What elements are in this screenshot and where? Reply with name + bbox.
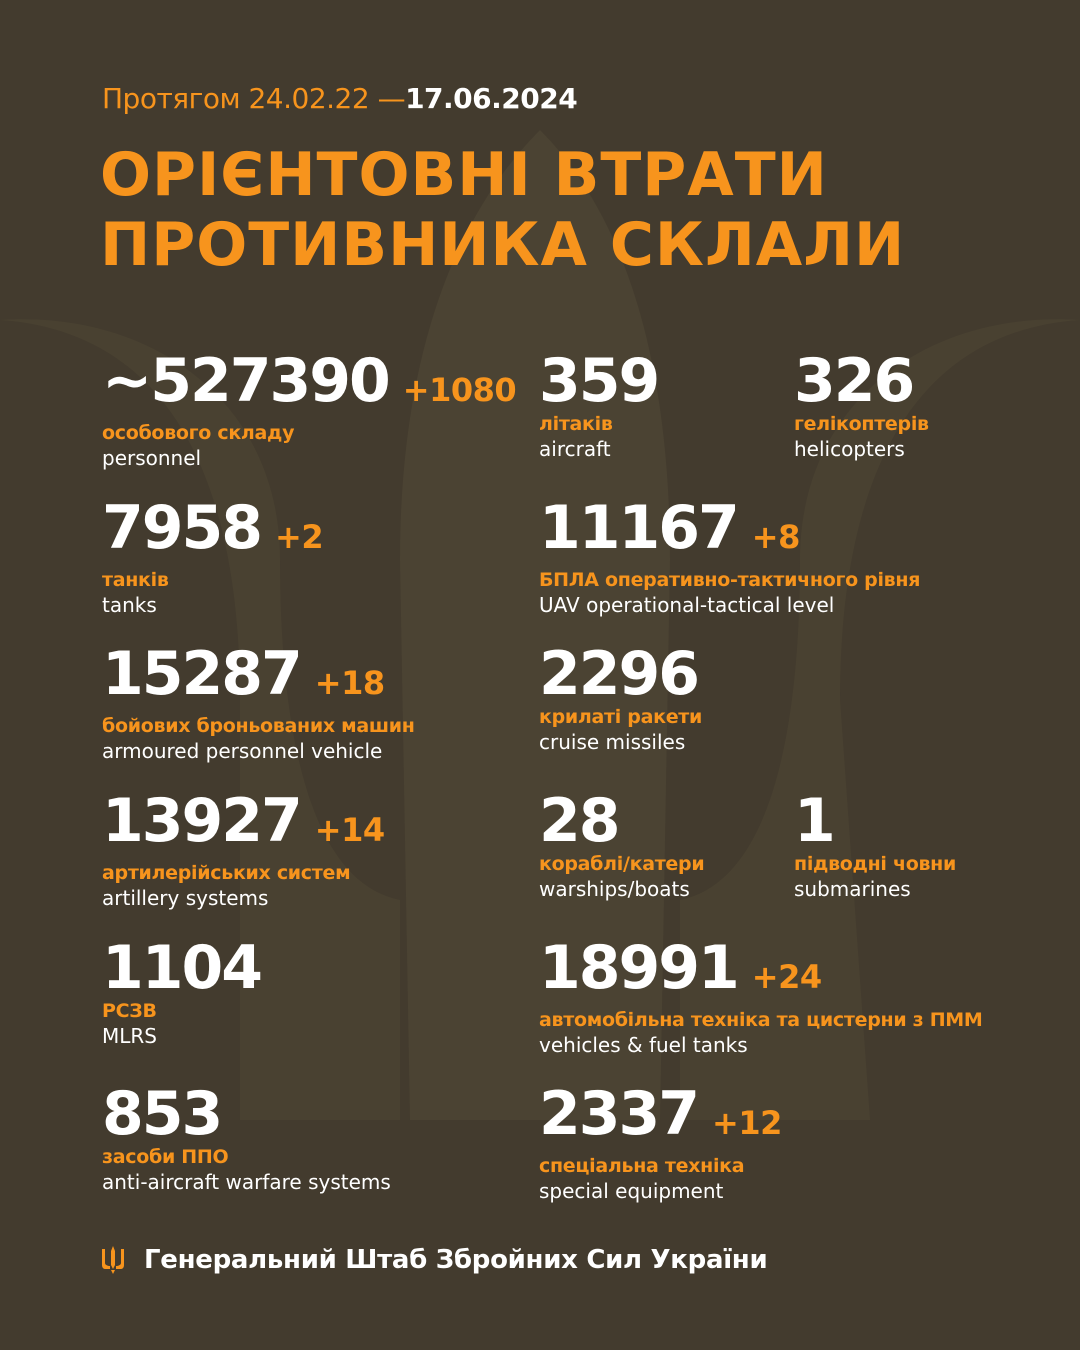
- stat-value: 15287 +18: [102, 643, 415, 714]
- stat-label-en: aircraft: [539, 437, 611, 461]
- stat-label-ua: БПЛА оперативно-тактичного рівня: [539, 569, 921, 591]
- stat-number: 28: [539, 786, 620, 856]
- stat-item: 1 підводні човни submarines: [794, 790, 956, 902]
- stat-value: 7958 +2: [102, 497, 324, 568]
- stat-label-en: UAV operational-tactical level: [539, 593, 835, 617]
- stat-value: 13927 +14: [102, 790, 385, 861]
- stat-number: 1104: [102, 933, 263, 1003]
- stat-label-en: warships/boats: [539, 877, 690, 901]
- stat-item: 11167 +8 БПЛА оперативно-тактичного рівня…: [539, 497, 920, 618]
- stat-item: 326 гелікоптерів helicopters: [794, 350, 929, 462]
- stat-item: 7958 +2 танків tanks: [102, 497, 324, 618]
- stat-label-ua: гелікоптерів: [794, 413, 929, 435]
- stat-item: 1104 РСЗВ MLRS: [102, 937, 263, 1049]
- stat-label-en: cruise missiles: [539, 730, 686, 754]
- stat-label-ua: літаків: [539, 413, 613, 435]
- stat-value: 359: [539, 350, 660, 412]
- period-start: Протягом 24.02.22 —: [102, 82, 406, 115]
- period: Протягом 24.02.22 —17.06.2024: [102, 82, 578, 115]
- stat-label-en: helicopters: [794, 437, 905, 461]
- stat-number: 1: [794, 786, 836, 856]
- stat-item: 13927 +14 артилерійських систем artillery…: [102, 790, 385, 911]
- stat-value: ~527390 +1080: [102, 350, 517, 421]
- stat-label-ua: підводні човни: [794, 853, 957, 875]
- stat-number: 2296: [539, 639, 700, 709]
- stat-label-en: anti-aircraft warfare systems: [102, 1170, 391, 1194]
- stat-label-en: tanks: [102, 593, 157, 617]
- stat-delta: +24: [751, 958, 822, 996]
- stat-value: 11167 +8: [539, 497, 920, 568]
- stat-item: 853 засоби ППО anti-aircraft warfare sys…: [102, 1083, 391, 1195]
- stat-label-ua: спеціальна техніка: [539, 1155, 745, 1177]
- stat-number: 7958: [102, 493, 263, 563]
- stat-label-ua: особового складу: [102, 422, 295, 444]
- trident-icon: [102, 1246, 124, 1274]
- stat-number: 13927: [102, 786, 303, 856]
- stat-number: ~527390: [102, 346, 391, 416]
- footer: Генеральний Штаб Збройних Сил України: [100, 1245, 768, 1275]
- stat-label-en: vehicles & fuel tanks: [539, 1033, 748, 1057]
- title-line-1: ОРІЄНТОВНІ ВТРАТИ: [100, 140, 828, 210]
- stat-label-en: MLRS: [102, 1024, 157, 1048]
- title-line-2: ПРОТИВНИКА СКЛАЛИ: [100, 210, 906, 280]
- stat-label-ua: автомобільна техніка та цистерни з ПММ: [539, 1009, 983, 1031]
- stat-label-ua: кораблі/катери: [539, 853, 705, 875]
- stat-value: 2337 +12: [539, 1083, 782, 1154]
- stat-label-ua: засоби ППО: [102, 1146, 229, 1168]
- stat-item: 2296 крилаті ракети cruise missiles: [539, 643, 702, 755]
- stat-item: 18991 +24 автомобільна техніка та цистерн…: [539, 937, 983, 1058]
- stat-delta: +8: [751, 518, 801, 556]
- stat-label-en: artillery systems: [102, 886, 269, 910]
- stat-label-ua: крилаті ракети: [539, 706, 703, 728]
- stat-item: 28 кораблі/катери warships/boats: [539, 790, 705, 902]
- stat-number: 18991: [539, 933, 740, 1003]
- stat-delta: +1080: [402, 371, 517, 409]
- stat-item: 2337 +12 спеціальна техніка special equip…: [539, 1083, 782, 1204]
- stat-label-en: personnel: [102, 446, 202, 470]
- stat-item: 359 літаків aircraft: [539, 350, 660, 462]
- stat-item: ~527390 +1080 особового складу personnel: [102, 350, 517, 471]
- stat-item: 15287 +18 бойових броньованих машин armou…: [102, 643, 415, 764]
- stat-delta: +12: [712, 1104, 782, 1142]
- stat-number: 2337: [539, 1079, 700, 1149]
- stat-label-ua: танків: [102, 569, 169, 591]
- stat-label-en: special equipment: [539, 1179, 724, 1203]
- stat-delta: +2: [275, 518, 324, 556]
- stat-label-ua: артилерійських систем: [102, 862, 351, 884]
- stat-delta: +18: [314, 664, 385, 702]
- stat-value: 1: [794, 790, 956, 852]
- stat-label-en: armoured personnel vehicle: [102, 739, 383, 763]
- stat-number: 326: [794, 346, 915, 416]
- stat-label-en: submarines: [794, 877, 911, 901]
- stat-value: 1104: [102, 937, 263, 999]
- page-title: ОРІЄНТОВНІ ВТРАТИ ПРОТИВНИКА СКЛАЛИ: [100, 140, 905, 280]
- period-end: 17.06.2024: [405, 82, 578, 115]
- stat-number: 15287: [102, 639, 303, 709]
- stat-value: 326: [794, 350, 929, 412]
- stat-number: 853: [102, 1079, 223, 1149]
- footer-text: Генеральний Штаб Збройних Сил України: [144, 1245, 768, 1275]
- stat-value: 853: [102, 1083, 391, 1145]
- stat-value: 2296: [539, 643, 702, 705]
- stat-value: 18991 +24: [539, 937, 983, 1008]
- stat-number: 11167: [539, 493, 740, 563]
- stat-value: 28: [539, 790, 704, 852]
- stat-label-ua: бойових броньованих машин: [102, 715, 415, 737]
- stat-label-ua: РСЗВ: [102, 1000, 157, 1022]
- stat-delta: +14: [314, 811, 385, 849]
- stat-number: 359: [539, 346, 660, 416]
